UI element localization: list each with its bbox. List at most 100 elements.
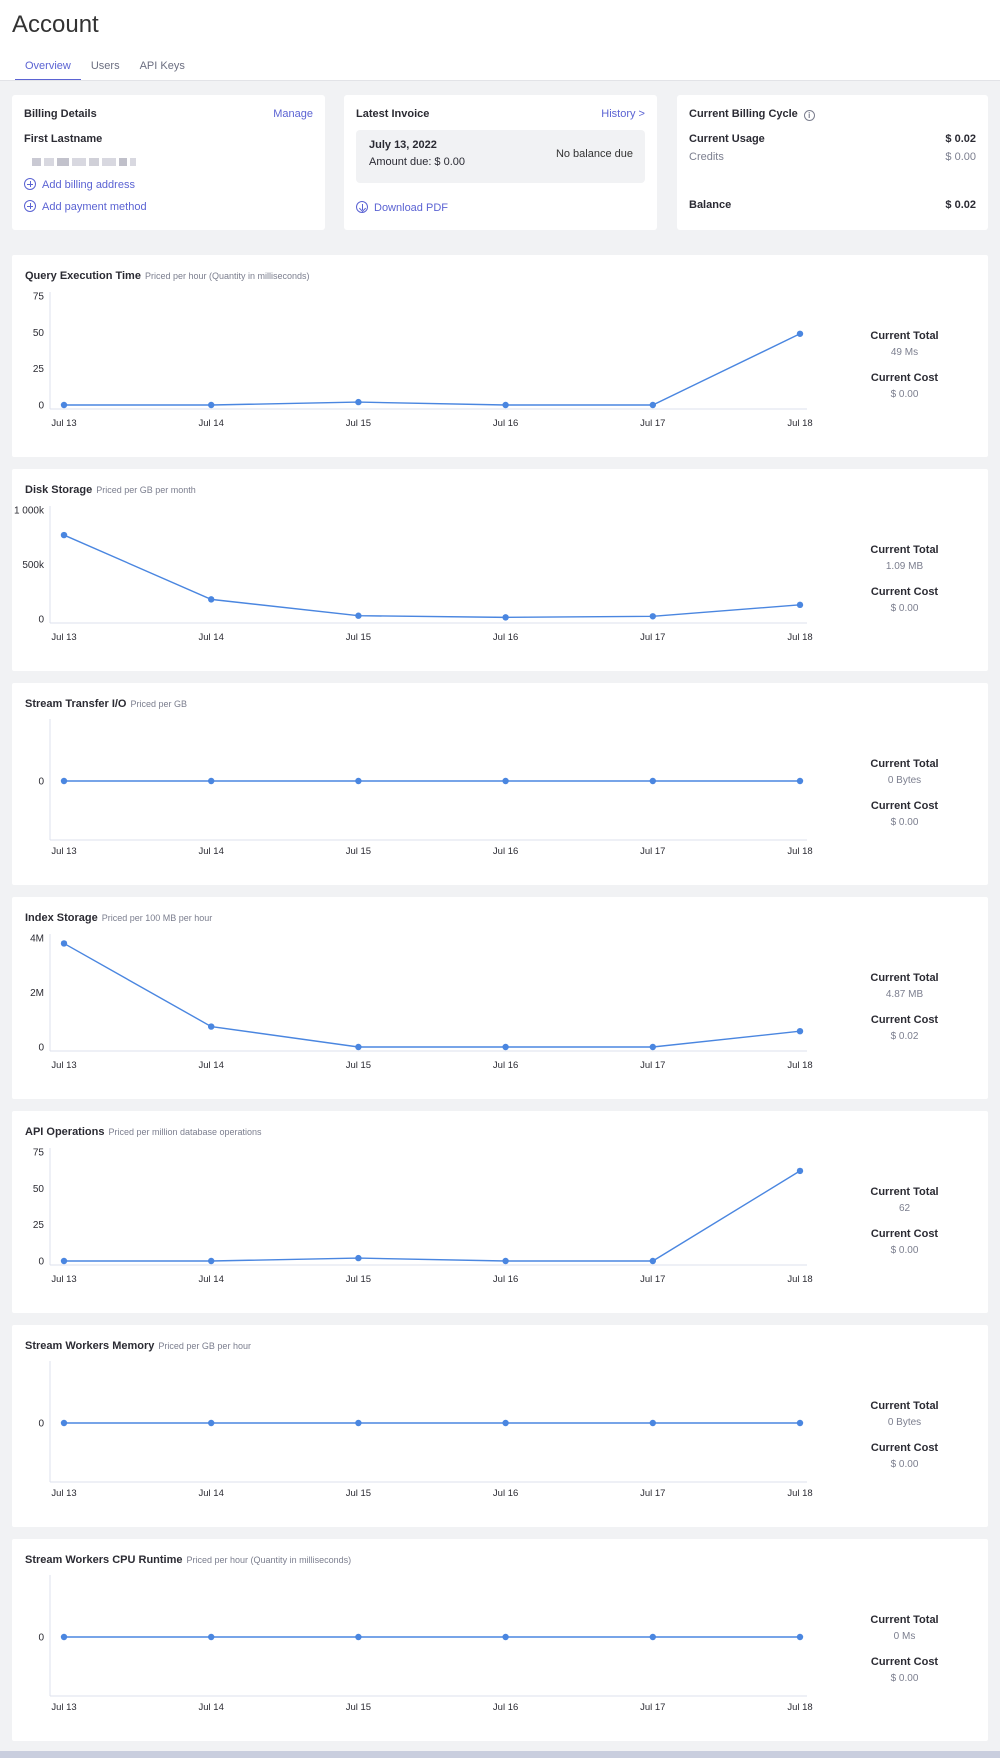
data-point [355,1633,362,1641]
line-chart: 1 000k 500k 0 Jul 13 Jul 14 Jul 15 Jul 16 Jul 1… [14,506,813,644]
x-tick-label: Jul 14 [199,1488,224,1499]
tab-api-keys[interactable]: API Keys [139,60,185,72]
current-total-label: Current Total [870,1614,939,1626]
current-cost-value: $ 0.00 [890,603,919,614]
series-line [64,1170,801,1262]
data-point [60,1633,68,1641]
data-point [796,1167,804,1175]
query-execution-time-panel: Query Execution Time Priced per hour (Qua… [12,255,988,457]
add-billing-address-link[interactable]: Add billing address [24,178,135,191]
tab-users[interactable]: Users [90,60,120,72]
data-point [649,777,656,785]
data-point [502,1633,509,1641]
series-line [63,942,801,1048]
data-point [208,777,215,785]
chart-title: API Operations Priced per million databas… [25,1126,262,1138]
data-point [502,777,509,785]
x-tick-label: Jul 16 [493,1702,518,1713]
data-point [355,612,362,619]
y-tick-label: 0 [38,1257,44,1268]
x-tick-label: Jul 15 [346,1274,371,1285]
y-tick-label: 25 [33,364,45,375]
data-point [60,940,68,947]
data-point [208,1257,215,1265]
x-tick-label: Jul 18 [787,1488,812,1499]
x-tick-label: Jul 16 [493,1274,518,1285]
chart-title: Query Execution Time Priced per hour (Qua… [25,270,310,282]
current-total-label: Current Total [870,544,939,556]
current-total: Current Total 4.87 MB [832,972,977,1000]
current-usage-label: Current Usage [689,133,765,145]
current-total-value: 0 Bytes [887,775,922,786]
data-point [649,401,656,409]
page-title: Account [12,11,99,38]
y-tick-label: 0 [38,401,44,412]
summary-cards: Billing Details Manage First Lastname Ad… [12,95,988,230]
invoice-status: No balance due [555,148,633,160]
chart-subtitle: Priced per million database operations [108,1127,262,1137]
current-total-value: 1.09 MB [885,561,924,572]
data-point [649,1633,656,1641]
chart-subtitle: Priced per GB per month [96,485,196,495]
data-point [60,401,68,409]
y-tick-label: 0 [38,777,44,788]
current-cost-value: $ 0.00 [890,389,919,400]
data-point [502,1257,509,1265]
x-tick-label: Jul 15 [346,632,371,643]
balance-value: $ 0.02 [945,199,976,211]
chart-subtitle: Priced per hour (Quantity in millisecond… [186,1555,352,1565]
x-tick-label: Jul 16 [493,1060,518,1071]
chart-title-text: Disk Storage [25,484,93,496]
stream-transfer-i-o-panel: Stream Transfer I/O Priced per GB 0 Jul 13 J… [12,683,988,885]
x-tick-label: Jul 16 [493,1488,518,1499]
current-total-value: 0 Ms [893,1631,916,1642]
x-tick-label: Jul 15 [346,1060,371,1071]
current-total: Current Total 62 [832,1186,977,1214]
x-tick-label: Jul 17 [640,632,665,643]
y-tick-label: 2M [30,988,44,999]
x-tick-label: Jul 15 [346,418,371,429]
current-total-label: Current Total [870,1400,939,1412]
current-cost-value: $ 0.02 [890,1031,919,1042]
download-pdf-link[interactable]: Download PDF [356,201,448,214]
tab-overview[interactable]: Overview [15,58,81,81]
current-cost: Current Cost $ 0.02 [832,1014,977,1042]
x-tick-label: Jul 17 [640,1274,665,1285]
billing-details-card: Billing Details Manage First Lastname Ad… [12,95,325,230]
line-chart: 0 Jul 13 Jul 14 Jul 15 Jul 16 Jul 17 Jul 18 [38,1361,813,1499]
current-total-value: 4.87 MB [885,989,924,1000]
current-total-label: Current Total [870,972,939,984]
current-usage-value: $ 0.02 [945,133,976,145]
y-tick-label: 25 [33,1220,45,1231]
data-point [796,330,804,337]
stream-workers-memory-panel: Stream Workers Memory Priced per GB per h… [12,1325,988,1527]
y-tick-label: 50 [33,328,45,339]
add-payment-method-link[interactable]: Add payment method [24,200,147,213]
current-cost-label: Current Cost [870,1228,939,1240]
info-icon[interactable]: i [803,110,815,121]
chart-title: Stream Workers Memory Priced per GB per h… [25,1340,251,1352]
index-storage-panel: Index Storage Priced per 100 MB per hour 4… [12,897,988,1099]
current-cost-label: Current Cost [870,1014,939,1026]
data-point [796,1027,804,1035]
redacted-info [32,158,136,166]
y-tick-label: 0 [38,1043,44,1054]
data-point [355,1419,362,1427]
download-pdf-label: Download PDF [374,202,448,214]
credits-label: Credits [689,151,724,163]
y-tick-label: 75 [33,292,45,303]
x-tick-label: Jul 14 [199,418,224,429]
x-tick-label: Jul 13 [51,1060,76,1071]
x-tick-label: Jul 13 [51,846,76,857]
current-total-label: Current Total [870,758,939,770]
latest-invoice-card: Latest Invoice History > July 13, 2022 A… [344,95,657,230]
invoice-summary: July 13, 2022 Amount due: $ 0.00 No bala… [356,130,645,183]
x-tick-label: Jul 13 [51,632,76,643]
history-link[interactable]: History > [601,108,645,120]
current-cost-value: $ 0.00 [890,1245,919,1256]
chart-title: Stream Workers CPU Runtime Priced per hou… [25,1554,351,1566]
balance-label: Balance [689,199,732,211]
manage-link[interactable]: Manage [273,108,313,120]
x-tick-label: Jul 18 [787,1274,812,1285]
billing-cycle-title: Current Billing Cycle i [689,108,815,121]
